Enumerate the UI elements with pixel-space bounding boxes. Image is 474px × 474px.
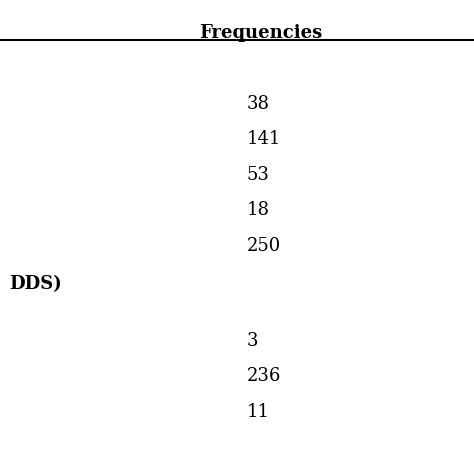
- Text: 18: 18: [246, 201, 270, 219]
- Text: 11: 11: [246, 403, 270, 421]
- Text: 236: 236: [246, 367, 281, 385]
- Text: 3: 3: [246, 332, 258, 350]
- Text: Frequencies: Frequencies: [199, 24, 322, 42]
- Text: 53: 53: [246, 166, 269, 184]
- Text: 250: 250: [246, 237, 281, 255]
- Text: 141: 141: [246, 130, 281, 148]
- Text: DDS): DDS): [9, 275, 62, 293]
- Text: 38: 38: [246, 95, 270, 113]
